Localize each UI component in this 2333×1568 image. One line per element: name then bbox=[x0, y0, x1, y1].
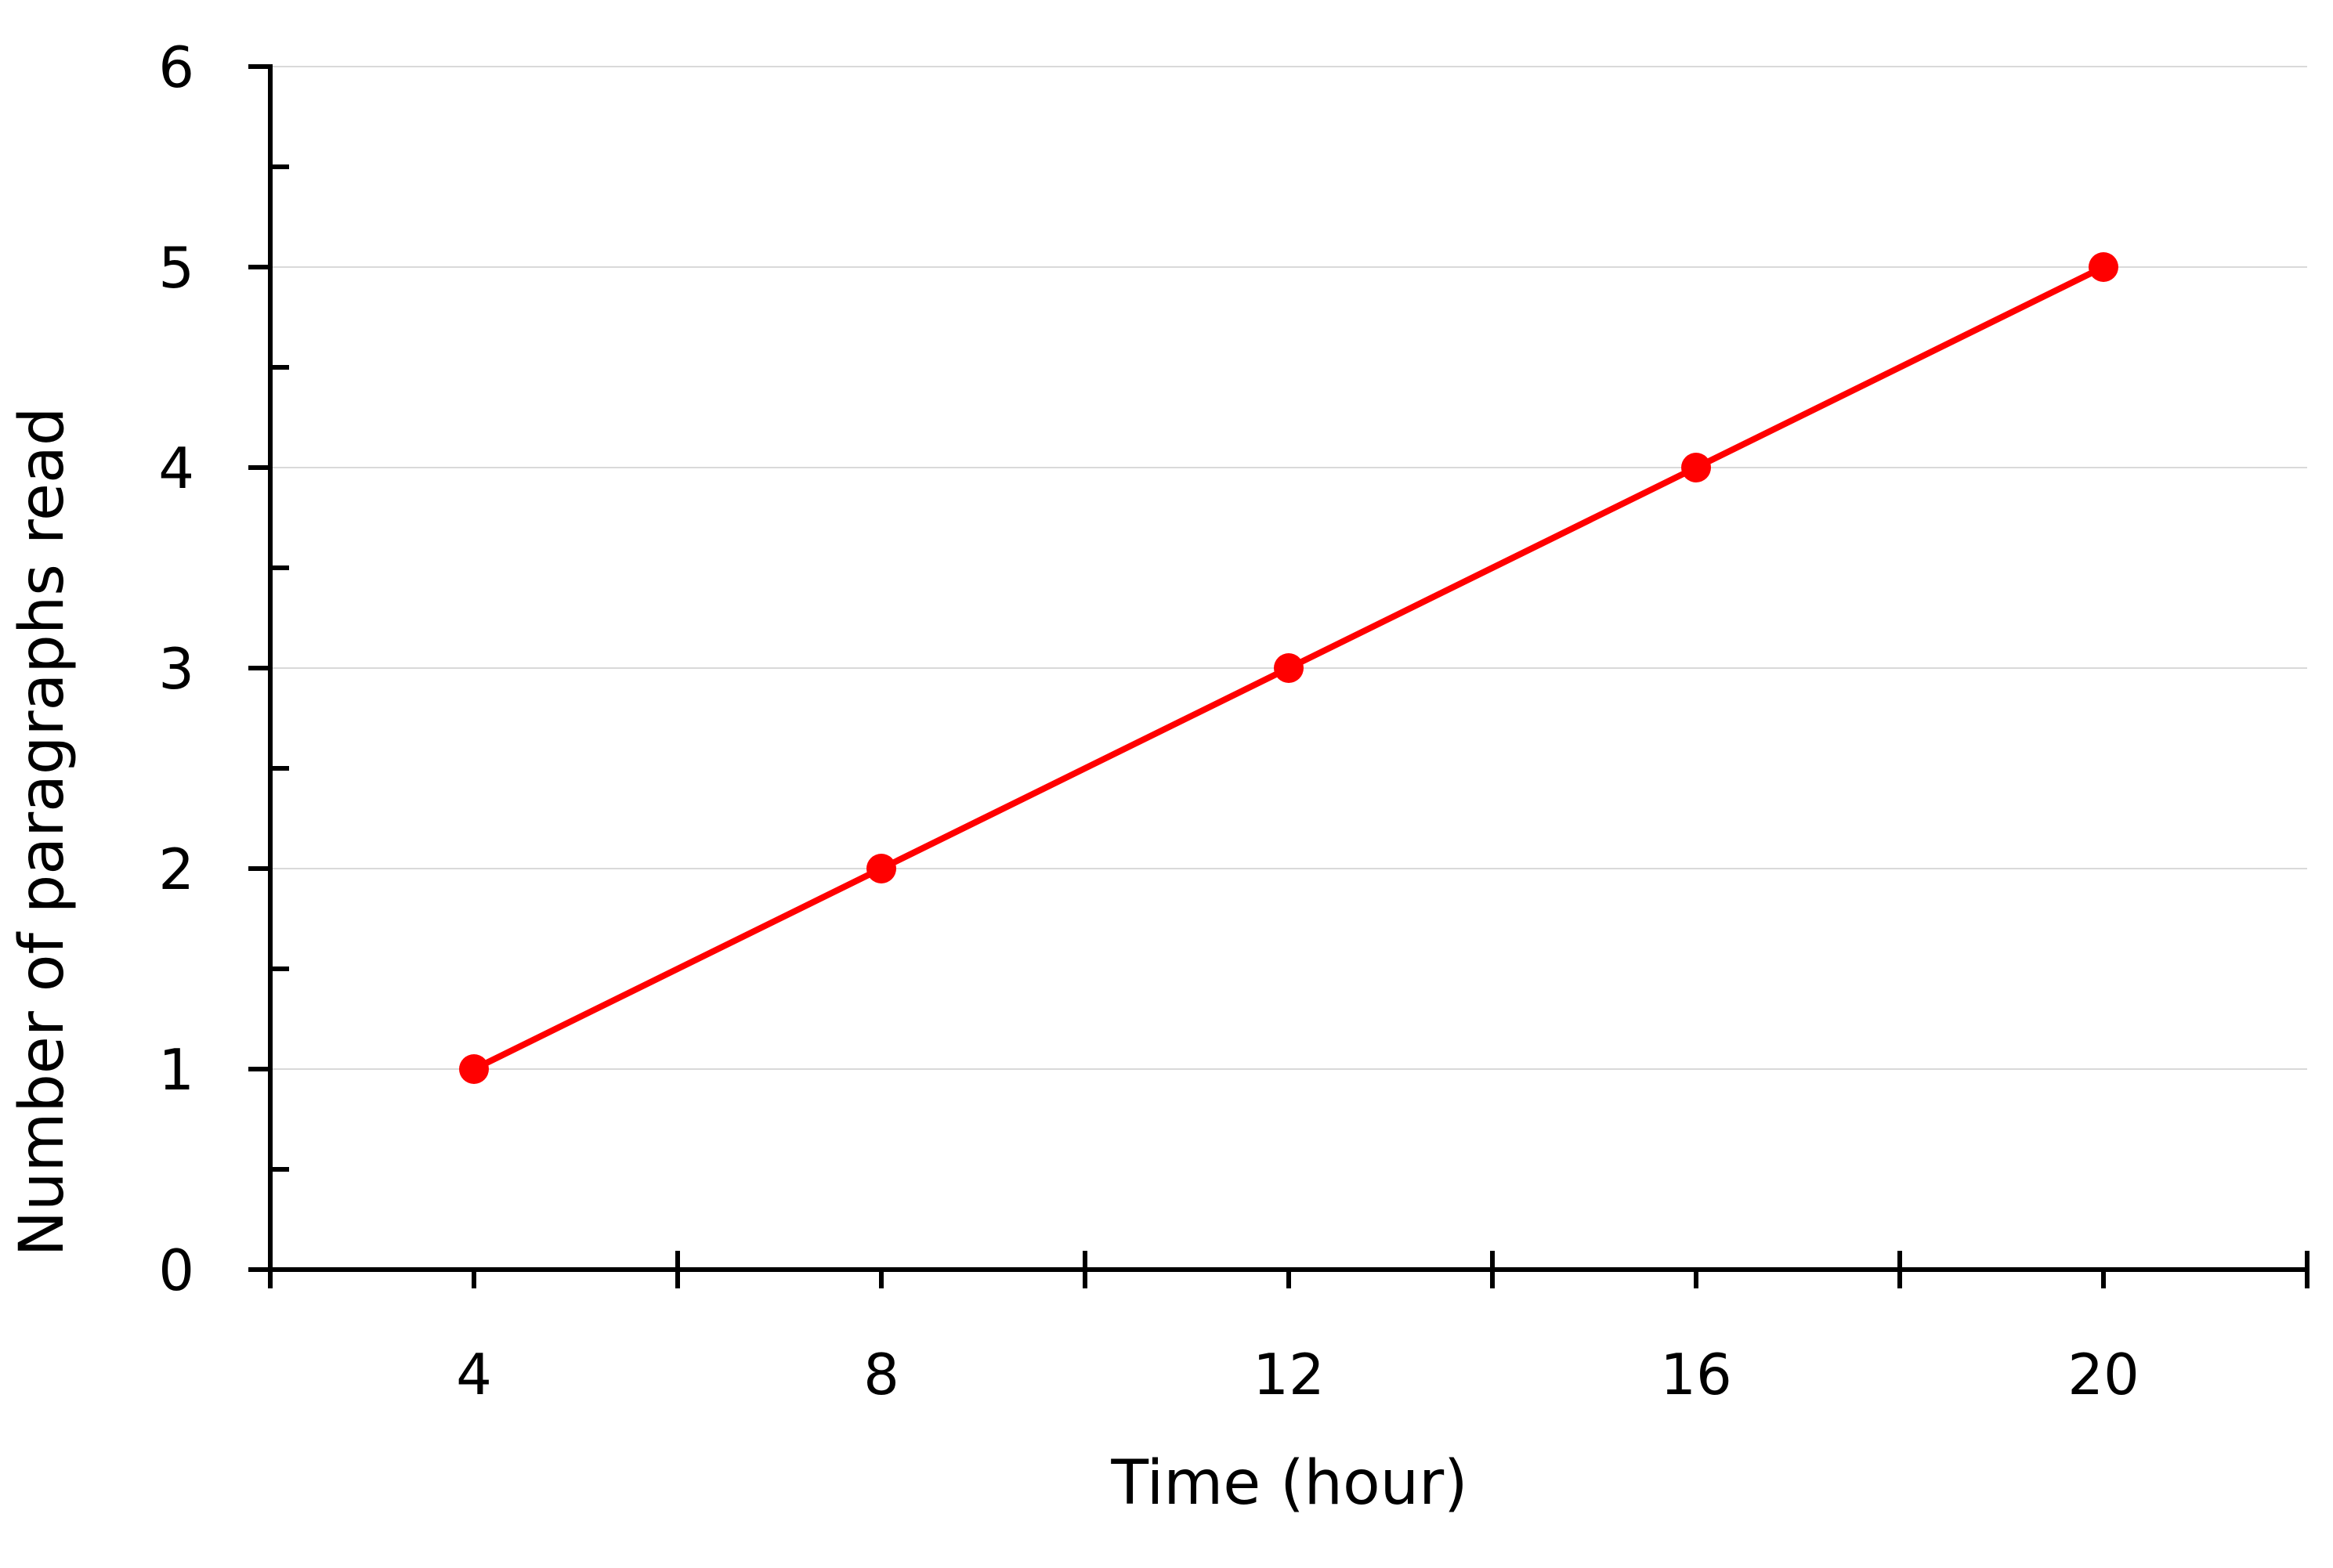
y-tick-label: 2 bbox=[158, 836, 194, 902]
y-tick-label: 0 bbox=[158, 1237, 194, 1303]
gridlines bbox=[270, 66, 2307, 1070]
y-tick-label: 5 bbox=[158, 235, 194, 301]
x-tick-label: 8 bbox=[863, 1342, 899, 1407]
data-point bbox=[459, 1054, 489, 1084]
data-point bbox=[1274, 653, 1304, 683]
y-tick-label: 6 bbox=[158, 34, 194, 100]
data-point bbox=[1681, 453, 1711, 482]
data-point bbox=[2089, 252, 2118, 282]
x-tick-label: 16 bbox=[1660, 1342, 1732, 1407]
y-tick-label: 4 bbox=[158, 435, 194, 501]
tick-marks bbox=[248, 64, 2309, 1288]
x-tick-label: 12 bbox=[1253, 1342, 1325, 1407]
y-tick-label: 3 bbox=[158, 636, 194, 702]
x-axis-title: Time (hour) bbox=[1110, 1448, 1467, 1519]
series-layer bbox=[459, 252, 2118, 1084]
x-tick-label: 4 bbox=[456, 1342, 492, 1407]
x-tick-label: 20 bbox=[2067, 1342, 2139, 1407]
y-axis-title: Number of paragraphs read bbox=[7, 407, 78, 1257]
data-point bbox=[866, 854, 896, 883]
y-tick-label: 1 bbox=[158, 1037, 194, 1103]
